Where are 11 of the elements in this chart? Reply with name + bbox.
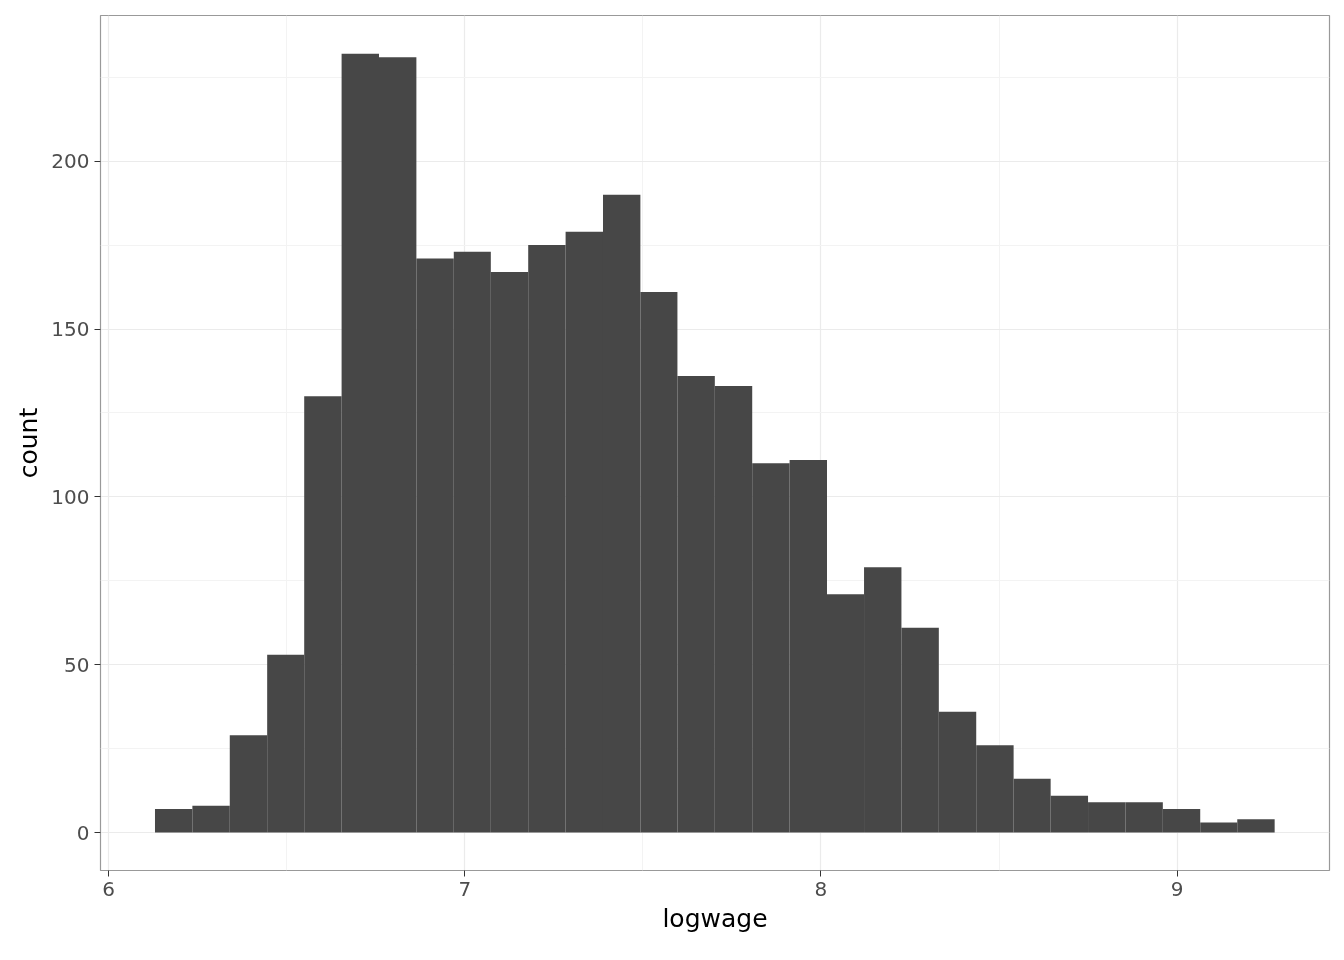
y-tick-label: 50 xyxy=(64,652,90,677)
y-axis-title: count xyxy=(14,407,44,479)
x-tick-label: 7 xyxy=(458,876,472,901)
x-tick-label: 8 xyxy=(814,876,828,901)
y-tick-label: 0 xyxy=(76,820,90,845)
y-tick-label: 100 xyxy=(51,484,90,509)
x-axis-title: logwage xyxy=(662,903,768,933)
y-tick-label: 150 xyxy=(51,317,90,342)
y-tick-label: 200 xyxy=(51,149,90,174)
x-tick-label: 6 xyxy=(102,876,116,901)
x-tick-label: 9 xyxy=(1170,876,1184,901)
